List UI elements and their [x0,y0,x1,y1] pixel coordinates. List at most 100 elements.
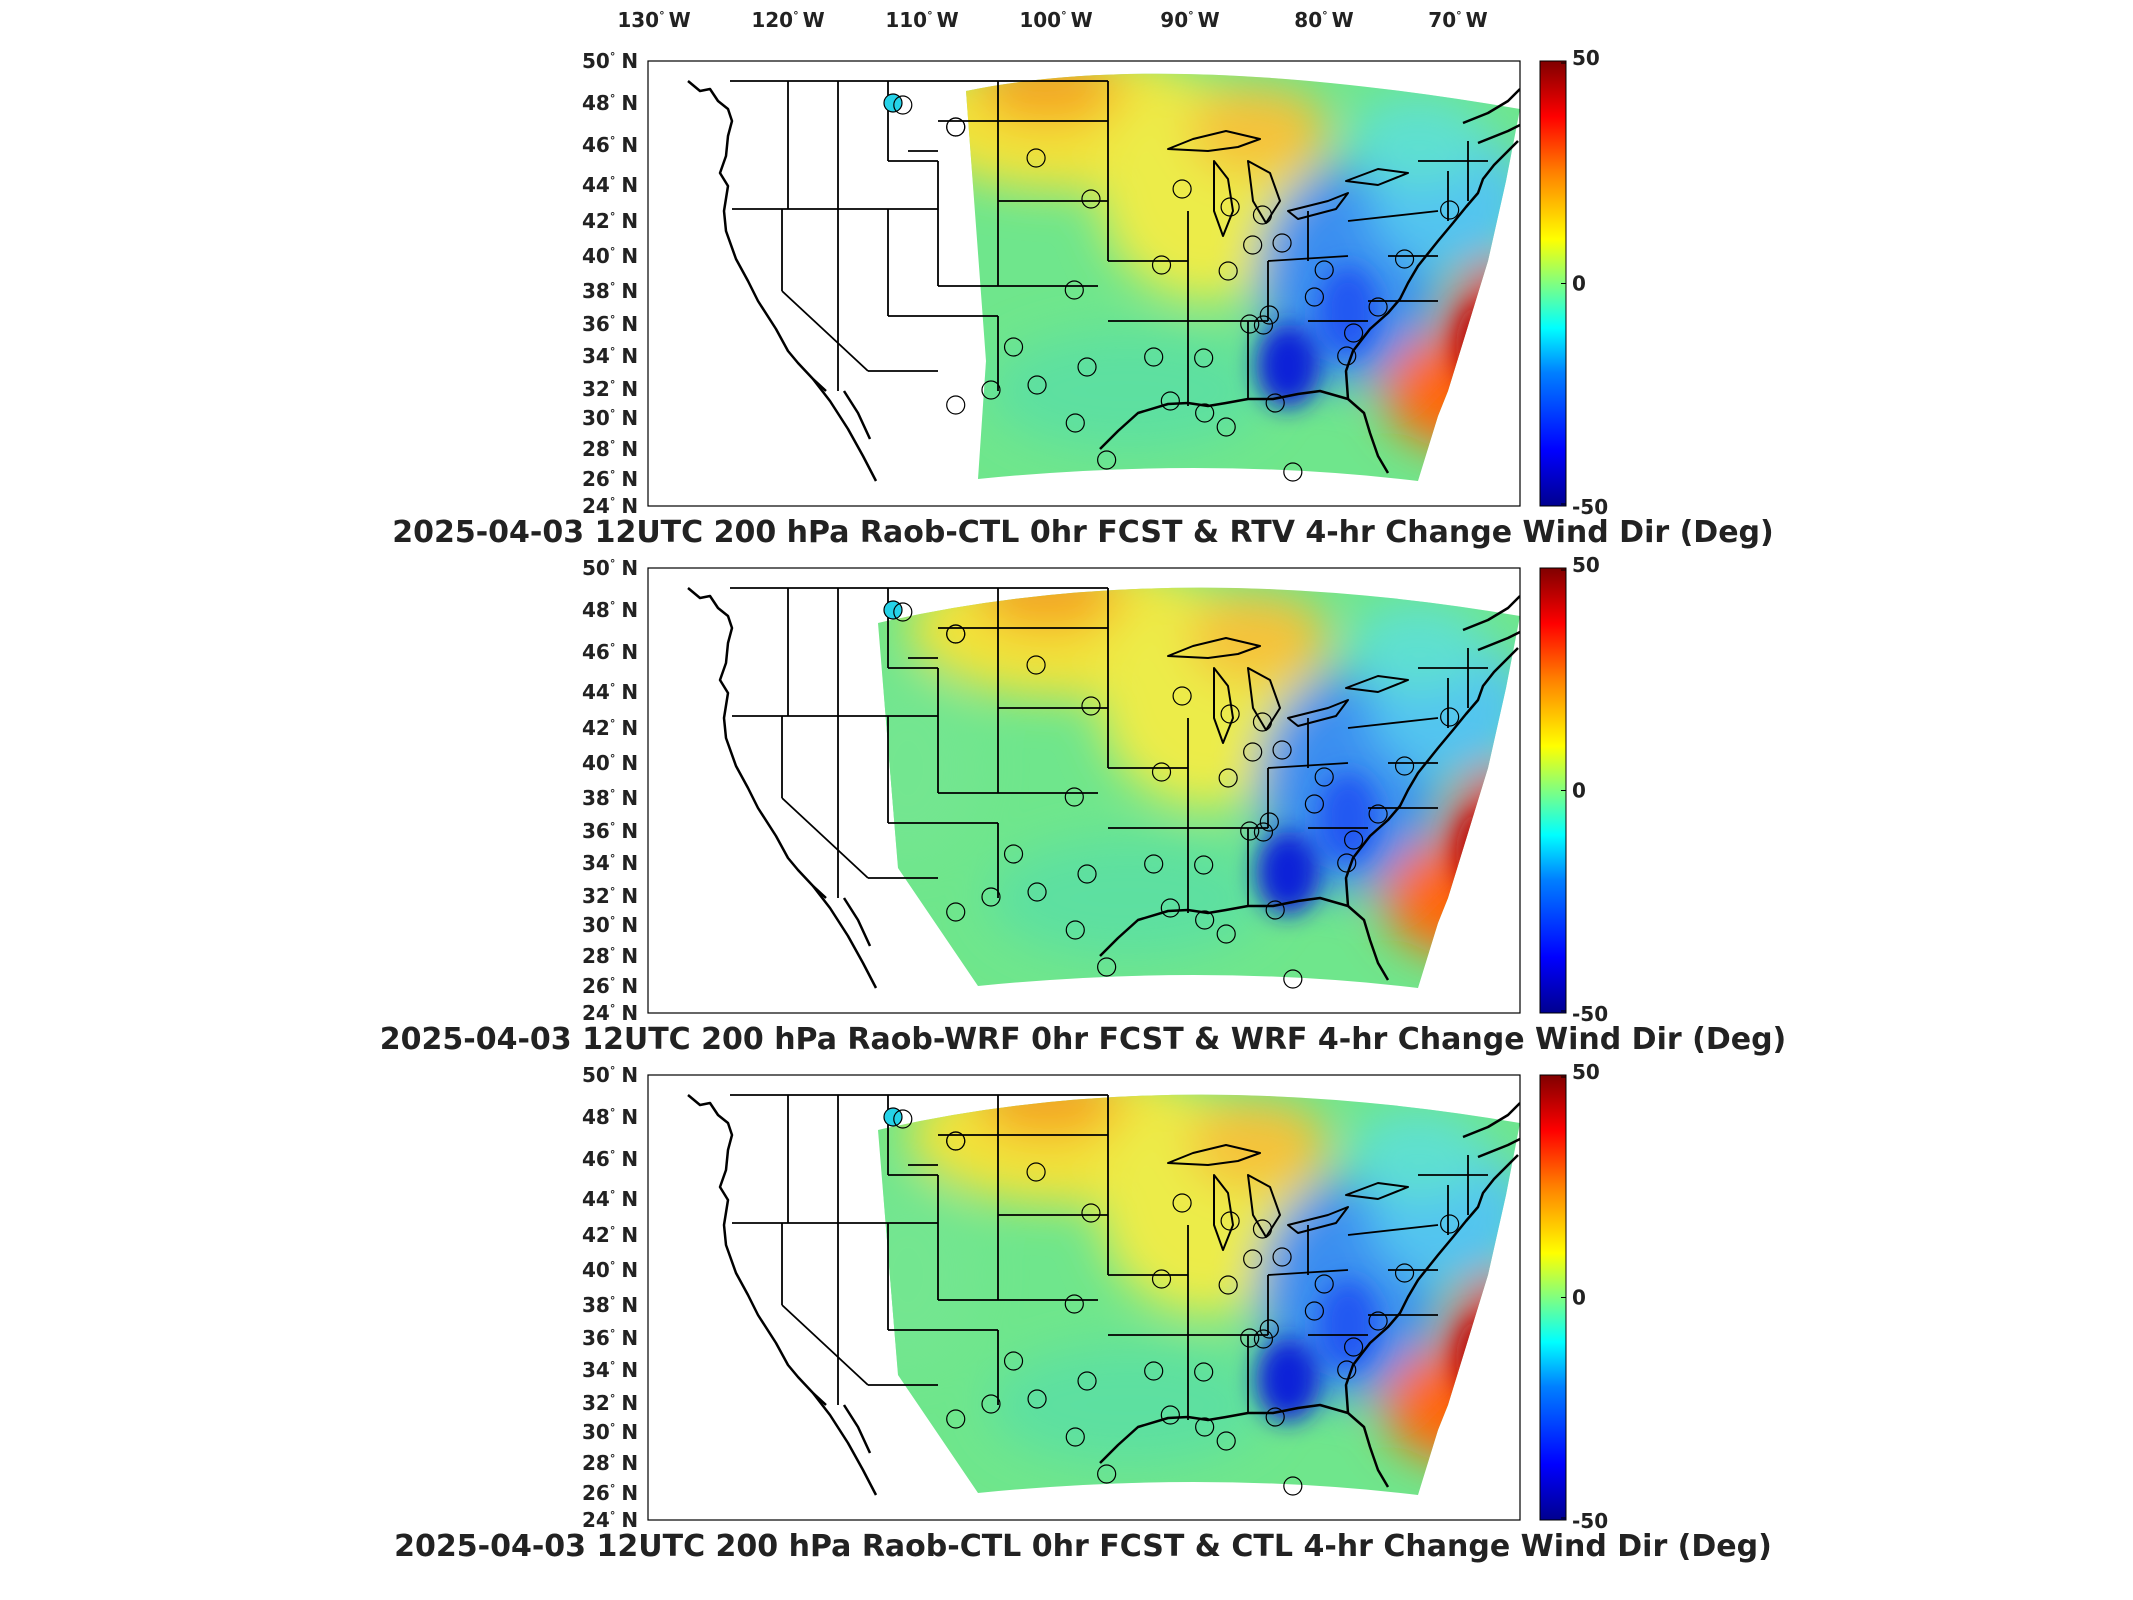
latitude-label: 30° N [582,406,638,430]
latitude-label: 50° N [582,1063,638,1087]
longitude-labels: 130° W 120° W 110° W 100° W 90° W 80° W 70° W [617,8,1487,32]
latitude-label: 48° N [582,598,638,622]
station-marker [1160,898,1180,918]
latitude-label: 44° N [582,680,638,704]
station-marker [1220,197,1240,217]
latitude-label: 46° N [582,133,638,157]
station-marker [1272,740,1292,760]
panel-title: 2025-04-03 12UTC 200 hPa Raob-CTL 0hr FC… [394,1529,1772,1564]
latitude-labels: 50° N 48° N 46° N 44° N 42° N 40° N 38° N 36° N 34° N 32° N… [582,556,638,1025]
station-marker [1218,261,1238,281]
station-marker [946,1131,966,1151]
station-marker [1343,830,1364,850]
latitude-label: 42° N [582,209,638,233]
station-marker [1027,375,1047,395]
station-marker [981,380,1001,400]
station-marker [1077,357,1097,377]
latitude-label: 36° N [582,312,638,336]
latitude-label: 40° N [582,244,638,268]
station-marker [1195,403,1215,423]
longitude-label: 130° W [617,8,690,32]
station-marker [1026,1162,1046,1182]
station-marker [1265,393,1285,413]
station-marker [1440,200,1460,220]
station-marker [1194,855,1214,875]
colorbar: 50 0 -50 [1539,553,1608,1026]
station-marker [1195,910,1215,930]
station-marker [883,93,903,113]
map-frame [647,60,1521,507]
station-marker [1194,348,1214,368]
station-marker [1081,1203,1101,1223]
station-marker [1240,1328,1260,1348]
station-marker [946,624,966,644]
station-marker [1065,413,1085,433]
station-marker [1259,305,1279,325]
station-marker [1337,346,1357,366]
station-marker [1343,1337,1364,1357]
station-marker [1026,655,1046,675]
station-marker [1064,787,1084,807]
latitude-label: 44° N [582,173,638,197]
latitude-label: 32° N [582,1391,638,1415]
station-marker [1394,756,1415,776]
station-marker [1304,794,1325,814]
station-marker [946,395,966,415]
station-marker [1314,260,1334,280]
station-marker [1253,315,1274,335]
station-marker [1151,762,1172,782]
radiosonde-stations [883,93,1460,482]
latitude-label: 50° N [582,49,638,73]
colorbar-tick-label: -50 [1572,1509,1608,1533]
station-marker [1026,148,1046,168]
station-marker [1259,1319,1279,1339]
latitude-label: 26° N [582,467,638,491]
latitude-label: 30° N [582,913,638,937]
station-marker [1253,822,1274,842]
station-marker [1283,1476,1303,1496]
station-marker [1194,1362,1214,1382]
station-marker [1304,1301,1325,1321]
station-marker [946,117,966,137]
station-marker [1265,1407,1285,1427]
latitude-label: 48° N [582,1105,638,1129]
latitude-label: 26° N [582,1481,638,1505]
latitude-label: 38° N [582,786,638,810]
station-marker [1243,235,1263,255]
station-marker [1003,1351,1024,1371]
station-marker [1097,957,1117,977]
station-marker [1216,924,1236,944]
geography-lines [687,1094,1520,1496]
station-marker [1220,1211,1240,1231]
station-marker [1240,821,1260,841]
station-marker [1064,1294,1084,1314]
station-marker [1265,900,1285,920]
latitude-label: 36° N [582,819,638,843]
latitude-label: 40° N [582,751,638,775]
station-marker [981,887,1001,907]
map-frame [647,567,1521,1014]
latitude-label: 28° N [582,437,638,461]
latitude-label: 34° N [582,851,638,875]
latitude-label: 38° N [582,279,638,303]
latitude-label: 28° N [582,944,638,968]
station-marker [1314,1274,1334,1294]
longitude-label: 80° W [1294,8,1353,32]
longitude-label: 100° W [1019,8,1092,32]
latitude-label: 24° N [582,494,638,518]
station-marker [1003,844,1024,864]
station-marker [1144,347,1164,367]
station-marker [893,95,913,115]
latitude-label: 48° N [582,91,638,115]
latitude-label: 42° N [582,1223,638,1247]
station-marker [1218,768,1238,788]
station-marker [1343,323,1364,343]
station-marker [1259,812,1279,832]
longitude-label: 90° W [1160,8,1219,32]
station-marker [1440,1214,1460,1234]
colorbar-tick-label: 0 [1572,779,1586,803]
station-marker [1003,337,1024,357]
station-marker [1027,882,1047,902]
station-marker [1065,1427,1085,1447]
